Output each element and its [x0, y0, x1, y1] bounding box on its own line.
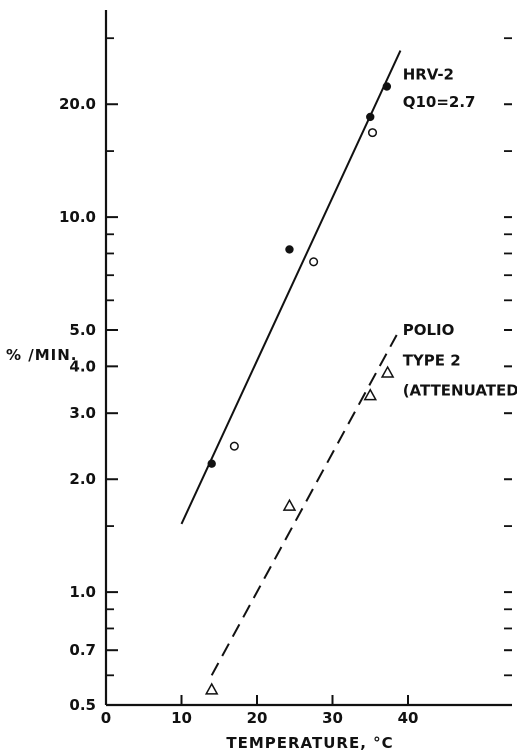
y-tick-label: 2.0: [69, 470, 96, 488]
filled-circle-point: [366, 112, 375, 122]
y-tick-label: 3.0: [69, 404, 96, 422]
filled-circle-point: [382, 82, 392, 91]
open-triangle-point: [282, 498, 297, 511]
y-tick-label: 1.0: [69, 583, 96, 601]
series-annotation: Q10=2.7: [403, 93, 476, 111]
x-tick-label: 10: [171, 709, 192, 727]
y-axis: 0.5 0.7 1.0 2.0 3.0 4.0 5.0 10.0 20.0: [59, 37, 512, 714]
polio-fit-line: [210, 334, 398, 676]
series-annotation: HRV-2: [403, 66, 454, 84]
series-annotation: POLIO: [403, 321, 455, 339]
y-axis-title: % /MIN.: [6, 346, 78, 364]
x-tick-label: 30: [322, 709, 343, 727]
filled-circle-point: [285, 245, 294, 254]
x-axis-title: TEMPERATURE, °C: [226, 734, 393, 752]
y-tick-label: 0.5: [69, 696, 96, 714]
x-axis: 0 10 20 30 40: [101, 695, 419, 727]
y-tick-label: 4.0: [69, 357, 96, 375]
fit-lines: [180, 50, 402, 676]
annotations: HRV-2 Q10=2.7 POLIO TYPE 2 (ATTENUATED): [403, 66, 517, 400]
y-tick-label: 20.0: [59, 95, 96, 113]
series-annotation: (ATTENUATED): [403, 381, 517, 399]
open-triangle-point: [380, 365, 395, 378]
open-circle-point: [367, 128, 378, 138]
series-annotation: TYPE 2: [403, 351, 461, 369]
hrv2-fit-line: [180, 50, 402, 525]
open-triangle-point: [363, 388, 378, 401]
x-tick-label: 0: [101, 709, 111, 727]
plot-frame: [104, 10, 512, 707]
open-circle-point: [229, 441, 239, 451]
y-tick-label: 10.0: [59, 208, 96, 226]
open-circle-point: [309, 257, 319, 267]
filled-circle-point: [207, 459, 216, 468]
x-tick-label: 40: [398, 709, 419, 727]
data-points: [204, 82, 395, 695]
y-tick-label: 0.7: [69, 641, 96, 659]
x-tick-label: 20: [247, 709, 268, 727]
y-tick-label: 5.0: [69, 321, 96, 339]
open-triangle-point: [204, 682, 219, 695]
